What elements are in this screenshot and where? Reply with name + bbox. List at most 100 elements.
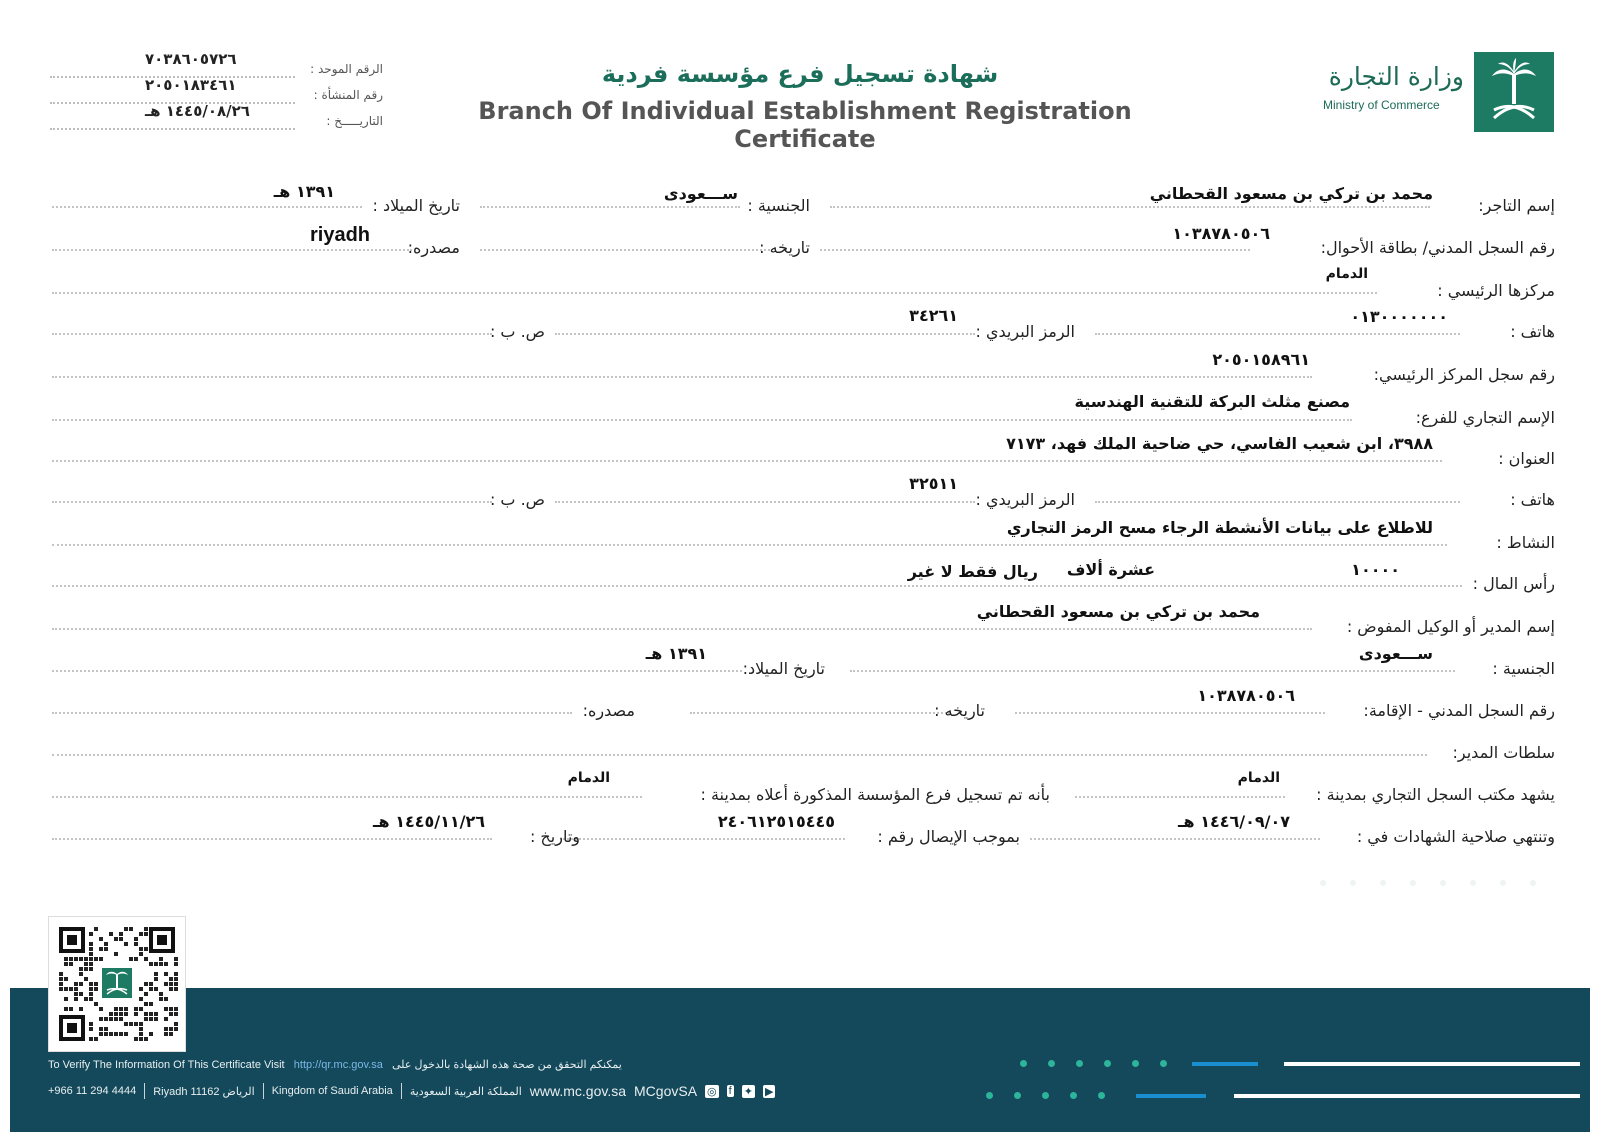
- manager-civil-value: ١٠٣٨٧٨٠٥٠٦: [1197, 686, 1295, 705]
- activity-value: للاطلاع على بيانات الأنشطة الرجاء مسح ال…: [1006, 518, 1433, 537]
- merchant-name-value: محمد بن تركي بن مسعود القحطاني: [1149, 184, 1433, 203]
- registered-city-value: الدمام: [567, 770, 610, 786]
- decor-dot: [1500, 880, 1506, 886]
- dotted-line: [555, 333, 975, 335]
- dotted-line: [52, 333, 492, 335]
- dotted-line: [52, 628, 1312, 630]
- divider: [262, 1083, 264, 1099]
- dotted-line: [52, 796, 642, 798]
- contact-phone: +966 11 294 4444: [48, 1085, 137, 1097]
- manager-birth-value: ١٣٩١ هـ: [645, 644, 707, 663]
- manager-civil-date-label: تاريخه :: [934, 701, 985, 720]
- capital-words: عشرة ألاف: [1066, 560, 1155, 579]
- verify-text-arabic: يمكنكم التحقق من صحة هذه الشهادة بالدخول…: [392, 1059, 622, 1071]
- decor-dot: [1350, 880, 1356, 886]
- social-handle: MCgovSA: [634, 1083, 698, 1099]
- dotted-line: [820, 249, 1250, 251]
- decor-dot: [1440, 880, 1446, 886]
- manager-nationality-value: ســـعودى: [1358, 644, 1433, 663]
- decor-dot: [1320, 880, 1326, 886]
- expiry-value: ١٤٤٦/٠٩/٠٧ هـ: [1178, 812, 1290, 831]
- youtube-icon[interactable]: ▶: [762, 1084, 776, 1098]
- divider: [400, 1083, 402, 1099]
- dotted-line: [1095, 501, 1460, 503]
- ministry-logo: [1474, 52, 1554, 132]
- ministry-name-english: Ministry of Commerce: [1323, 98, 1440, 112]
- dotted-line: [480, 249, 770, 251]
- establishment-number-row: ٢٠٥٠١٨٣٤٦١ رقم المنشأة :: [50, 76, 383, 104]
- decor-bar: [1136, 1094, 1206, 1098]
- establishment-number-value: ٢٠٥٠١٨٣٤٦١: [145, 76, 237, 94]
- capital-value: ١٠٠٠٠: [1351, 560, 1400, 579]
- instagram-icon[interactable]: ◎: [705, 1084, 719, 1098]
- manager-birth-label: تاريخ الميلاد:: [742, 659, 825, 678]
- verify-text-english: To Verify The Information Of This Certif…: [48, 1059, 285, 1071]
- expiry-label: وتنتهي صلاحية الشهادات في :: [1356, 827, 1555, 846]
- twitter-icon[interactable]: ✦: [741, 1084, 755, 1098]
- receipt-date-value: ١٤٤٥/١١/٢٦ هـ: [373, 812, 485, 831]
- unified-number-value: ٧٠٣٨٦٠٥٧٢٦: [145, 50, 237, 68]
- facebook-icon[interactable]: f: [726, 1085, 734, 1097]
- manager-name-label: إسم المدير أو الوكيل المفوض :: [1346, 617, 1555, 636]
- branch-trade-name-label: الإسم التجاري للفرع:: [1415, 408, 1555, 427]
- certify-city-value: الدمام: [1237, 770, 1280, 786]
- dotted-line: [52, 460, 1442, 462]
- decor-bar: [1234, 1094, 1580, 1098]
- id-source-label: مصدره:: [407, 238, 460, 257]
- dotted-line: [850, 670, 1455, 672]
- certificate-title-arabic: شهادة تسجيل فرع مؤسسة فردية: [601, 60, 999, 88]
- verification-qr-code[interactable]: [48, 916, 186, 1052]
- contact-country-arabic: المملكة العربية السعودية: [409, 1085, 522, 1098]
- branch-phone-label: هاتف :: [1510, 490, 1555, 509]
- dotted-line: [1015, 712, 1325, 714]
- decor-dot: [1048, 1060, 1055, 1067]
- branch-postal-code-value: ٣٢٥١١: [909, 474, 958, 493]
- receipt-value: ٢٤٠٦١٢٥١٥٤٤٥: [717, 812, 835, 831]
- issue-date-value: ١٤٤٥/٠٨/٢٦ هـ: [145, 102, 250, 120]
- civil-id-label: رقم السجل المدني/ بطاقة الأحوال:: [1320, 238, 1555, 257]
- registered-label: بأنه تم تسجيل فرع المؤسسة المذكورة أعلاه…: [700, 785, 1051, 804]
- manager-name-value: محمد بن تركي بن مسعود القحطاني: [976, 602, 1260, 621]
- decor-dot: [1098, 1092, 1105, 1099]
- contact-country: Kingdom of Saudi Arabia: [271, 1085, 393, 1097]
- manager-nationality-label: الجنسية :: [1492, 659, 1555, 678]
- footer-bar: [10, 988, 1590, 1132]
- id-source-value: riyadh: [310, 224, 371, 246]
- dotted-line: [52, 712, 572, 714]
- dotted-line: [52, 585, 1462, 587]
- merchant-name-label: إسم التاجر:: [1478, 196, 1555, 215]
- birth-date-value: ١٣٩١ هـ: [273, 182, 335, 201]
- address-label: العنوان :: [1498, 449, 1555, 468]
- verify-link[interactable]: http://qr.mc.gov.sa: [293, 1059, 383, 1071]
- receipt-label: بموجب الإيصال رقم :: [877, 827, 1020, 846]
- dotted-line: [1030, 838, 1320, 840]
- phone-label: هاتف :: [1510, 322, 1555, 341]
- divider: [144, 1083, 146, 1099]
- branch-postal-code-label: الرمز البريدي :: [975, 490, 1075, 509]
- main-center-value: الدمام: [1325, 266, 1368, 282]
- decor-bar: [1192, 1062, 1258, 1066]
- address-value: ٣٩٨٨، ابن شعيب الفاسي، حي ضاحية الملك فه…: [1006, 434, 1433, 453]
- decor-bar: [1284, 1062, 1580, 1066]
- establishment-number-label: رقم المنشأة :: [313, 88, 383, 102]
- dotted-line: [52, 501, 492, 503]
- certify-label: يشهد مكتب السجل التجاري بمدينة :: [1316, 785, 1555, 804]
- dotted-line: [52, 206, 362, 208]
- website-link[interactable]: www.mc.gov.sa: [529, 1083, 627, 1099]
- po-box-label: ص. ب :: [489, 322, 545, 341]
- nationality-label: الجنسية :: [747, 196, 810, 215]
- postal-code-value: ٣٤٢٦١: [909, 306, 958, 325]
- dotted-line: [1095, 333, 1460, 335]
- branch-trade-name-value: مصنع مثلث البركة للتقنية الهندسية: [1074, 392, 1350, 411]
- dotted-line: [830, 206, 1430, 208]
- dotted-line: [1075, 796, 1285, 798]
- decor-dot: [986, 1092, 993, 1099]
- dotted-line: [52, 249, 412, 251]
- dotted-line: [52, 670, 742, 672]
- unified-number-label: الرقم الموحد :: [310, 62, 383, 76]
- decor-dot: [1070, 1092, 1077, 1099]
- dotted-line: [560, 838, 845, 840]
- dotted-line: [52, 838, 492, 840]
- decor-dot: [1042, 1092, 1049, 1099]
- manager-civil-label: رقم السجل المدني - الإقامة:: [1363, 701, 1555, 720]
